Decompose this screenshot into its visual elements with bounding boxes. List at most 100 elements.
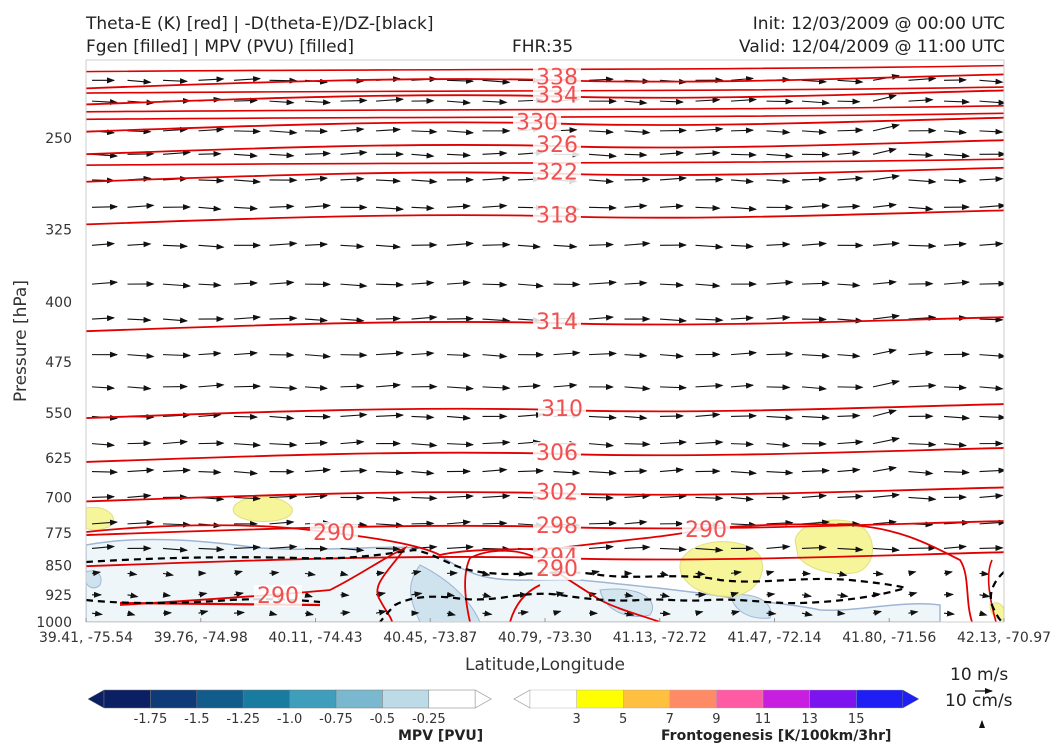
wind-vector xyxy=(943,414,970,421)
wind-vector xyxy=(304,353,331,360)
wind-vector xyxy=(730,382,754,389)
wind-vector xyxy=(837,439,864,446)
wind-vector xyxy=(872,546,900,553)
wind-vector xyxy=(375,469,404,476)
wind-vector xyxy=(482,241,511,248)
fgen-colorbar-extend-high xyxy=(902,689,920,709)
wind-vector xyxy=(624,240,651,247)
contour-label: 306 xyxy=(536,441,578,466)
wind-vector xyxy=(340,609,351,616)
wind-vector xyxy=(198,440,225,447)
contour-label: 314 xyxy=(536,310,578,335)
contour-label: 290 xyxy=(536,557,578,582)
wind-vector xyxy=(127,570,138,577)
wind-vector xyxy=(872,147,897,155)
contour-label: 326 xyxy=(536,133,578,158)
wind-vector xyxy=(695,150,721,157)
wind-vector xyxy=(91,441,115,448)
wind-vector xyxy=(624,544,651,551)
mpv-colorbar-tick: -1.5 xyxy=(184,712,209,727)
wind-vector xyxy=(624,352,648,359)
wind-vector xyxy=(411,314,438,321)
wind-vector xyxy=(553,350,581,357)
wind-vector xyxy=(624,441,651,448)
wind-vector xyxy=(411,469,435,476)
wind-vector xyxy=(979,545,1004,552)
wind-vector xyxy=(837,546,864,553)
y-tick-label: 250 xyxy=(45,131,72,147)
fgen-colorbar-segment xyxy=(669,689,717,709)
wind-vector xyxy=(269,203,295,210)
wind-vector xyxy=(91,544,115,551)
wind-vector xyxy=(517,383,541,390)
wind-vector xyxy=(943,441,967,448)
contour-label-bg xyxy=(310,522,358,544)
plot-layers: 3383343303263223183143103063022982942902… xyxy=(86,64,1004,622)
wind-vector xyxy=(482,493,511,500)
wind-vector xyxy=(979,176,1004,183)
wind-vector xyxy=(801,467,830,474)
wind-vector xyxy=(91,519,118,526)
wind-vector xyxy=(624,151,648,158)
wind-vector xyxy=(908,469,934,476)
contour-label-bg xyxy=(533,558,581,580)
wind-vector xyxy=(482,78,511,85)
x-tick-label: 42.13, -70.97 xyxy=(957,630,1050,646)
wind-vector xyxy=(446,519,471,526)
wind-vector xyxy=(588,520,617,527)
wind-vector xyxy=(91,241,115,248)
wind-vector xyxy=(162,126,188,133)
wind-vector xyxy=(943,384,967,391)
wind-vector xyxy=(233,97,258,104)
wind-vector xyxy=(304,493,328,500)
contour-label: 298 xyxy=(536,514,578,539)
wind-vector xyxy=(304,591,313,598)
ddz-theta-e-contour xyxy=(86,548,909,622)
wind-vector xyxy=(837,127,864,134)
wind-vector xyxy=(659,175,687,182)
wind-vector xyxy=(446,99,471,106)
wind-vector xyxy=(766,98,794,105)
wind-vector xyxy=(801,493,827,500)
fgen-colorbar-extend-low xyxy=(513,689,531,709)
wind-vector xyxy=(91,570,101,577)
wind-vector xyxy=(837,150,861,157)
wind-vector xyxy=(943,177,967,184)
wind-scale-label: 10 m/s xyxy=(950,665,1009,685)
wind-vector xyxy=(233,413,258,420)
wind-vector xyxy=(127,202,155,209)
wind-vector xyxy=(837,282,861,289)
wind-vector xyxy=(482,281,508,288)
contour-label: 322 xyxy=(536,161,578,186)
x-axis-label: Latitude,Longitude xyxy=(465,655,625,675)
wind-vector xyxy=(446,203,471,210)
wind-vector xyxy=(375,412,404,419)
wind-vector xyxy=(730,591,739,598)
wind-vector xyxy=(624,176,651,183)
wind-vector xyxy=(198,126,225,133)
wind-vector xyxy=(269,544,298,551)
wind-vector xyxy=(730,441,754,448)
mpv-colorbar-extend-high xyxy=(474,689,493,709)
wind-vector xyxy=(979,202,1004,209)
x-tick-label: 40.45, -73.87 xyxy=(383,630,477,646)
wind-vector xyxy=(127,128,152,135)
wind-vector xyxy=(730,96,757,103)
wind-vector xyxy=(552,610,562,616)
wind-vector xyxy=(837,384,864,391)
wind-vector xyxy=(91,493,115,500)
contour-label-bg xyxy=(533,161,581,184)
wind-vector xyxy=(127,78,152,85)
wind-vector xyxy=(304,610,314,617)
wind-vector xyxy=(588,442,614,449)
wind-vector xyxy=(659,384,687,391)
wind-vector xyxy=(446,240,474,247)
wind-vector xyxy=(695,570,706,577)
x-tick-label: 40.11, -74.43 xyxy=(268,630,362,646)
x-tick-label: 39.41, -75.54 xyxy=(39,630,133,646)
wind-vector xyxy=(766,610,777,617)
mpv-colorbar-extend-low xyxy=(87,689,105,709)
wind-vector xyxy=(943,129,967,136)
wind-vector xyxy=(411,544,438,551)
